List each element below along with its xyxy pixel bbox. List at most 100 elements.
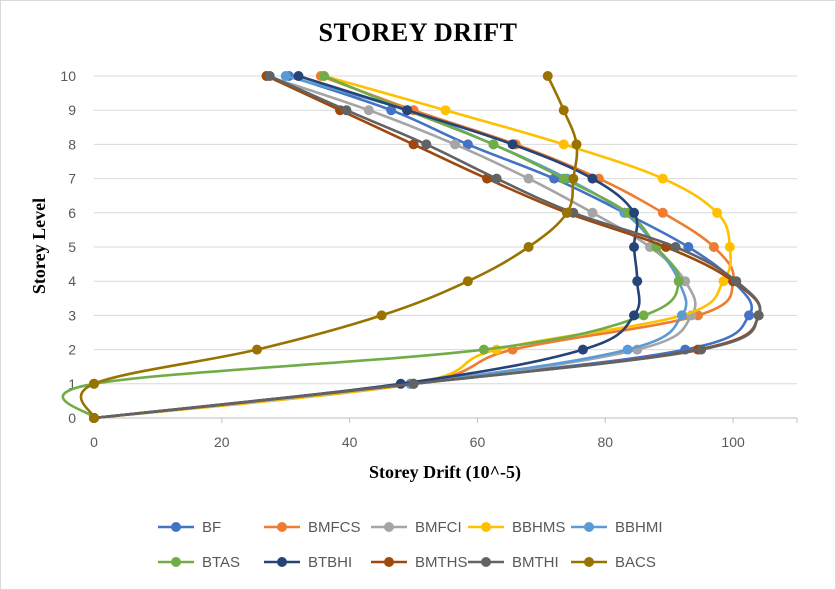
- legend-item-bacs: BACS: [571, 554, 656, 571]
- legend-item-bf: BF: [158, 519, 221, 536]
- data-point-btas: [488, 139, 499, 150]
- legend-label: BTBHI: [308, 554, 352, 571]
- x-tick-label: 60: [470, 434, 486, 450]
- data-point-bf: [744, 310, 755, 321]
- legend-swatch-marker: [481, 522, 491, 532]
- legend-swatch-marker: [171, 557, 181, 567]
- legend-label: BBHMI: [615, 519, 663, 536]
- x-tick-label: 40: [342, 434, 358, 450]
- series-line-bmthi: [93, 74, 762, 420]
- legend-label: BMFCI: [415, 519, 462, 536]
- y-tick-label: 3: [68, 307, 76, 323]
- legend-label: BTAS: [202, 554, 240, 571]
- data-point-bmthi: [421, 139, 432, 150]
- data-point-bbhms: [558, 139, 569, 150]
- legend-swatch-marker: [481, 557, 491, 567]
- legend-swatch-marker: [171, 522, 181, 532]
- data-point-btas: [558, 173, 569, 184]
- legend-swatch-marker: [277, 522, 287, 532]
- data-point-bmfci: [587, 207, 598, 218]
- legend-label: BACS: [615, 554, 656, 571]
- axes: [93, 417, 798, 423]
- legend-item-bbhmi: BBHMI: [571, 519, 663, 536]
- data-point-bmfcs: [657, 207, 668, 218]
- data-point-bbhmi: [676, 310, 687, 321]
- data-point-bacs: [571, 139, 582, 150]
- legend-item-bmths: BMTHS: [371, 554, 468, 571]
- legend-label: BBHMS: [512, 519, 565, 536]
- data-point-bacs: [561, 207, 572, 218]
- data-point-btas: [638, 310, 649, 321]
- legend-label: BF: [202, 519, 221, 536]
- y-tick-label: 7: [68, 171, 76, 187]
- legend-item-btbhi: BTBHI: [264, 554, 352, 571]
- legend-item-bmfcs: BMFCS: [264, 519, 361, 536]
- data-point-bbhms: [718, 276, 729, 287]
- x-axis-title: Storey Drift (10^-5): [369, 462, 521, 483]
- data-point-bmfcs: [708, 242, 719, 252]
- chart-title: STOREY DRIFT: [318, 18, 518, 47]
- data-point-bmthi: [341, 105, 352, 116]
- legend-swatch-marker: [384, 522, 394, 532]
- data-point-bmths: [408, 139, 419, 150]
- y-tick-label: 10: [60, 68, 76, 84]
- legend-label: BMTHI: [512, 554, 559, 571]
- data-point-bf: [386, 105, 397, 116]
- legend-item-bbhms: BBHMS: [468, 519, 565, 536]
- data-point-btbhi: [632, 276, 643, 287]
- data-point-bacs: [568, 173, 579, 184]
- data-point-btbhi: [402, 105, 413, 116]
- data-point-btas: [478, 344, 489, 355]
- data-point-btbhi: [629, 207, 640, 218]
- x-tick-label: 20: [214, 434, 230, 450]
- data-point-bbhmi: [622, 344, 633, 355]
- data-point-bbhms: [712, 207, 723, 218]
- y-axis-title: Storey Level: [29, 198, 49, 294]
- series-group: [61, 71, 764, 423]
- data-point-bmthi: [670, 242, 681, 252]
- data-point-bacs: [558, 105, 569, 116]
- data-point-bacs: [89, 378, 99, 389]
- x-tick-label: 0: [90, 434, 98, 450]
- data-point-btbhi: [629, 310, 640, 321]
- data-point-bf: [683, 242, 694, 252]
- data-point-bmthi: [731, 276, 742, 287]
- data-point-btbhi: [629, 242, 640, 252]
- legend-swatch-marker: [584, 522, 594, 532]
- data-point-bbhmi: [280, 71, 291, 81]
- data-point-btbhi: [293, 71, 304, 81]
- legend: BF BMFCS BMFCI BBHMS BBHMI BTAS BTBHI BMTHS BMTH…: [158, 519, 663, 571]
- data-point-bmfci: [523, 173, 534, 184]
- y-tick-label: 2: [68, 342, 76, 358]
- data-point-btbhi: [587, 173, 598, 184]
- y-tick-label: 5: [68, 239, 76, 255]
- data-point-bacs: [251, 344, 262, 355]
- legend-item-bmthi: BMTHI: [468, 554, 559, 571]
- legend-label: BMFCS: [308, 519, 361, 536]
- data-point-bacs: [376, 310, 387, 321]
- data-point-bmthi: [264, 71, 275, 81]
- data-point-bacs: [89, 413, 99, 423]
- y-tick-label: 0: [68, 410, 76, 426]
- data-point-btas: [673, 276, 684, 287]
- legend-item-bmfci: BMFCI: [371, 519, 462, 536]
- data-point-bbhms: [724, 242, 735, 252]
- data-point-bacs: [462, 276, 473, 287]
- data-point-btbhi: [577, 344, 588, 355]
- data-point-bacs: [523, 242, 534, 252]
- data-point-bmthi: [408, 378, 419, 389]
- legend-swatch-marker: [277, 557, 287, 567]
- y-tick-label: 9: [68, 102, 76, 118]
- legend-item-btas: BTAS: [158, 554, 240, 571]
- data-point-bmthi: [696, 344, 707, 355]
- legend-swatch-marker: [584, 557, 594, 567]
- data-point-bmfci: [450, 139, 461, 150]
- x-tick-label: 100: [721, 434, 745, 450]
- y-tick-label: 1: [68, 376, 76, 392]
- legend-swatch-marker: [384, 557, 394, 567]
- data-point-bmthi: [491, 173, 502, 184]
- data-point-bmfci: [363, 105, 374, 116]
